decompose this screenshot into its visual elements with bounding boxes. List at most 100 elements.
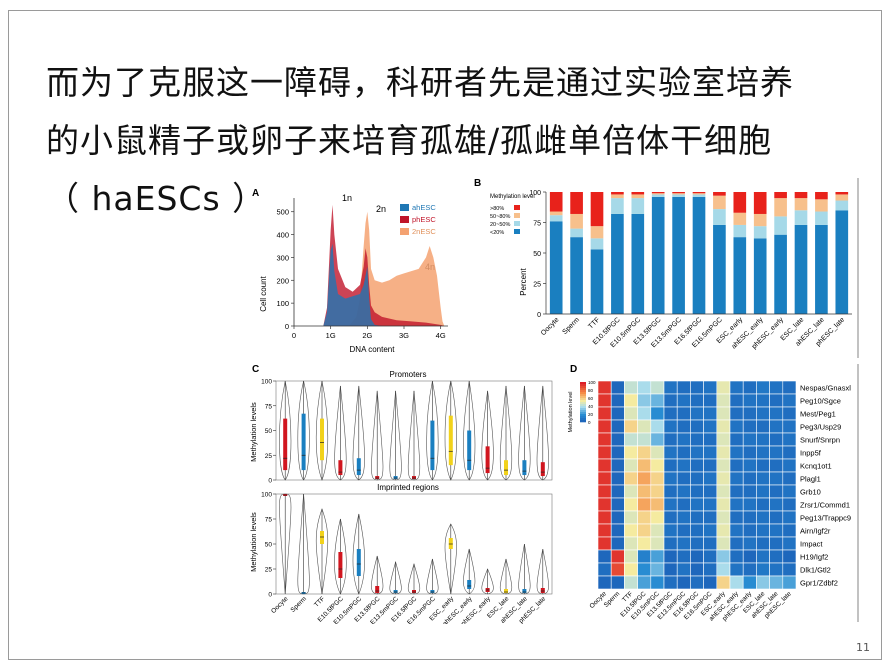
heatmap-cell — [663, 536, 678, 551]
heatmap-row-label: H19/Igf2 — [800, 553, 828, 562]
heatmap-cell — [637, 523, 652, 538]
heatmap-cell — [756, 393, 770, 408]
legend-gradient-step — [580, 394, 586, 397]
heatmap-cell — [610, 549, 625, 564]
heatmap-row-label: Impact — [800, 540, 823, 549]
heatmap-cell — [610, 523, 625, 538]
heatmap-cell — [663, 406, 678, 421]
bar-segment — [611, 192, 624, 195]
bar-segment — [651, 193, 665, 195]
legend-gradient-step — [580, 402, 586, 405]
heatmap-cell — [756, 523, 770, 538]
heatmap-cell — [742, 458, 757, 473]
heatmap-cell — [663, 484, 678, 499]
heatmap-cell — [650, 484, 665, 499]
bar-segment — [774, 198, 787, 217]
area-phesc — [323, 204, 445, 326]
heatmap-cell — [676, 445, 691, 460]
heatmap-cell — [597, 393, 612, 408]
heatmap-cell — [624, 575, 638, 590]
legend-gradient-step — [580, 388, 586, 391]
box — [540, 462, 545, 477]
y-tick-label: 50 — [533, 251, 541, 258]
heatmap-cell — [716, 393, 731, 408]
heatmap-cell — [756, 458, 770, 473]
heatmap-cell — [769, 380, 784, 395]
x-tick-label: 4G — [436, 331, 446, 340]
panel-a-xlabel: DNA content — [350, 345, 396, 354]
heatmap-cell — [716, 380, 731, 395]
heatmap-cell — [624, 484, 638, 499]
heatmap-cell — [769, 406, 784, 421]
bar-segment — [590, 226, 604, 239]
box — [356, 549, 361, 576]
bar-segment — [733, 192, 747, 213]
bar-segment — [794, 210, 808, 225]
heatmap-cell — [742, 393, 757, 408]
heatmap-cell — [703, 445, 718, 460]
y-tick-label: 75 — [533, 221, 541, 228]
heatmap-cell — [650, 458, 665, 473]
heatmap-cell — [756, 432, 770, 447]
heatmap-cell — [676, 497, 691, 512]
heatmap-cell — [756, 419, 770, 434]
bar-segment — [692, 192, 706, 194]
x-tick-label: Oocyte — [540, 316, 561, 337]
heatmap-cell — [703, 484, 718, 499]
heatmap-cell — [742, 419, 757, 434]
legend-swatch — [514, 213, 520, 218]
bar-segment — [672, 196, 685, 314]
box — [338, 460, 343, 476]
bar-segment — [549, 211, 563, 216]
heatmap-cell — [610, 575, 625, 590]
heatmap-cell — [716, 523, 731, 538]
heatmap-cell — [716, 471, 731, 486]
area-ahesc — [323, 243, 382, 326]
heatmap-cell — [597, 406, 612, 421]
heatmap-cell — [742, 380, 757, 395]
panel-b-letter: B — [474, 178, 481, 189]
x-tick-label: Sperm — [290, 595, 308, 613]
heatmap-cell — [676, 419, 691, 434]
legend-gradient-step — [580, 410, 586, 413]
heatmap-row-label: Grb10 — [800, 488, 821, 497]
heatmap-cell — [690, 445, 704, 460]
heatmap-cell — [729, 406, 744, 421]
heatmap-cell — [624, 406, 638, 421]
heatmap-cell — [624, 510, 638, 525]
legend-item-label: 20~50% — [490, 222, 510, 228]
legend-gradient-step — [580, 404, 586, 407]
heatmap-cell — [624, 380, 638, 395]
legend-tick-label: 40 — [588, 404, 594, 409]
panel-c-top-ylabel: Methylation levels — [249, 402, 258, 462]
area-2nesc — [349, 211, 445, 326]
heatmap-cell — [637, 536, 652, 551]
heatmap-cell — [676, 549, 691, 564]
heatmap-cell — [729, 419, 744, 434]
heatmap-cell — [676, 393, 691, 408]
legend-gradient-step — [580, 406, 586, 409]
heatmap-cell — [663, 497, 678, 512]
heatmap-cell — [610, 393, 625, 408]
box — [448, 538, 453, 549]
heatmap-cell — [742, 484, 757, 499]
box — [301, 413, 306, 471]
heatmap-cell — [610, 497, 625, 512]
heatmap-cell — [624, 432, 638, 447]
heatmap-cell — [676, 562, 691, 577]
heatmap-cell — [676, 536, 691, 551]
heatmap-cell — [782, 406, 797, 421]
heatmap-cell — [782, 536, 797, 551]
heatmap-cell — [650, 380, 665, 395]
box — [522, 460, 527, 476]
heatmap-cell — [650, 445, 665, 460]
panel-a-histogram: A Cell count DNA content 1n 2n 4n ahESC … — [248, 184, 463, 356]
heatmap-cell — [597, 510, 612, 525]
bar-segment — [570, 213, 583, 229]
panel-a-ylabel: Cell count — [259, 275, 268, 311]
x-tick-label: 2G — [362, 331, 372, 340]
heatmap-cell — [703, 432, 718, 447]
box — [467, 430, 472, 471]
bar-segment — [631, 198, 645, 214]
box — [338, 552, 343, 578]
